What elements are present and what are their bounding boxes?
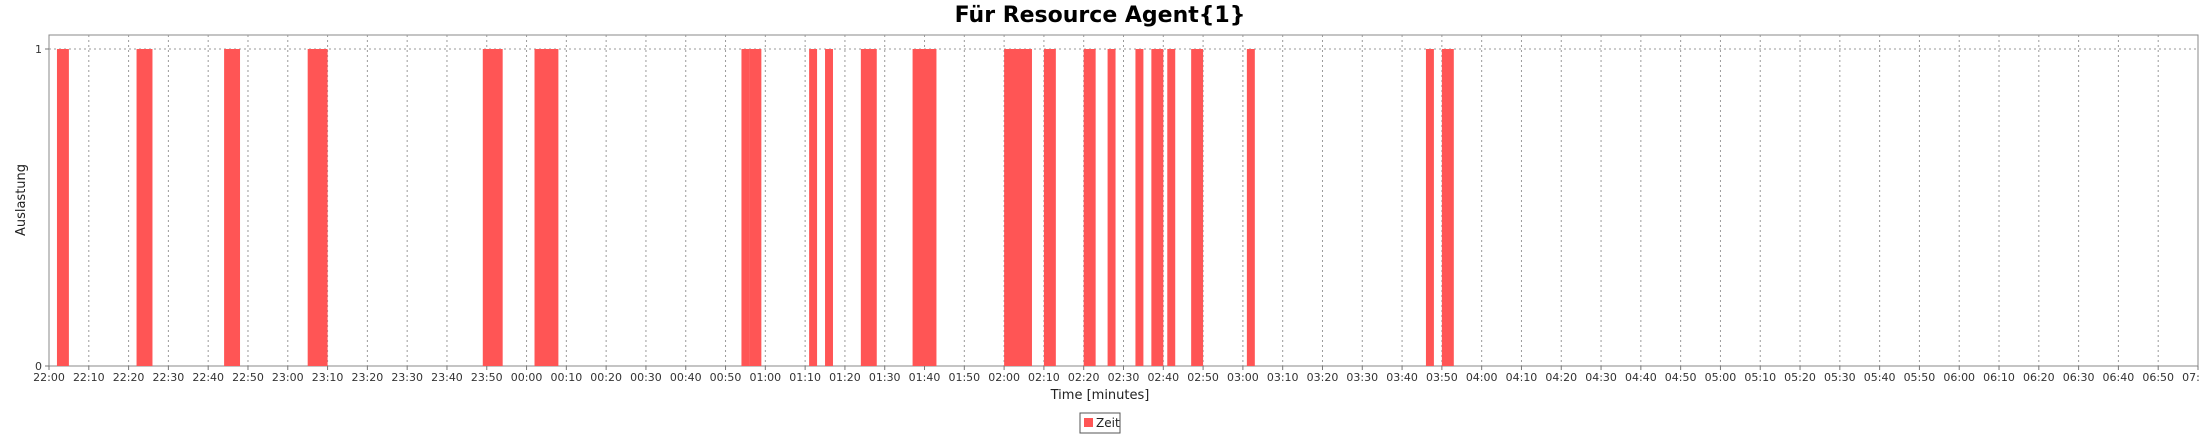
x-tick-label: 06:00 [1943,371,1975,384]
bar [1246,49,1255,366]
bar [809,49,818,366]
bar [482,49,503,366]
bar [56,49,69,366]
x-tick-label: 06:20 [2023,371,2055,384]
x-tick-label: 04:10 [1506,371,1538,384]
bar [825,49,833,366]
x-tick-label: 00:40 [670,371,702,384]
x-tick-label: 04:20 [1545,371,1577,384]
x-tick-label: 00:00 [511,371,543,384]
legend-label-zeit: Zeit [1096,416,1120,430]
x-tick-label: 03:10 [1267,371,1299,384]
x-tick-label: 02:10 [1028,371,1060,384]
bar [136,49,153,366]
bar [912,49,937,366]
x-tick-label: 23:40 [431,371,463,384]
bar [224,49,241,366]
x-tick-label: 06:30 [2063,371,2095,384]
bar [1043,49,1056,366]
x-tick-label: 00:30 [630,371,662,384]
x-tick-label: 03:20 [1307,371,1339,384]
legend: Zeit [1079,412,1121,434]
bar-series-zeit [56,49,1454,366]
x-tick-label: 04:30 [1585,371,1617,384]
bar [741,49,750,366]
bar [1441,49,1454,366]
x-tick-label: 01:20 [829,371,861,384]
x-tick-label: 06:10 [1983,371,2015,384]
y-tick-label: 0 [35,360,42,373]
x-tick-label: 01:50 [948,371,980,384]
x-axis: 22:00 22:10 22:20 22:30 22:40 22:50 23:00 23:10… [33,366,2200,384]
bar [1425,49,1434,366]
x-tick-label: 03:50 [1426,371,1458,384]
x-tick-label: 02:00 [988,371,1020,384]
x-tick-label: 05:50 [1904,371,1936,384]
x-axis-label: Time [minutes] [1050,388,1150,403]
x-tick-label: 22:10 [73,371,105,384]
x-tick-label: 23:30 [391,371,423,384]
x-tick-label: 00:50 [710,371,742,384]
bar [1151,49,1164,366]
x-tick-label: 02:20 [1068,371,1100,384]
x-tick-label: 05:10 [1744,371,1776,384]
x-tick-label: 23:50 [471,371,503,384]
x-tick-label: 02:30 [1108,371,1140,384]
bar [307,49,328,366]
bar [1107,49,1116,366]
bar [1167,49,1176,366]
bar [534,49,559,366]
x-tick-label: 22:00 [33,371,65,384]
x-tick-label: 05:20 [1784,371,1816,384]
legend-swatch-zeit [1084,418,1093,427]
x-tick-label: 23:20 [352,371,384,384]
x-tick-label: 03:40 [1386,371,1418,384]
x-tick-label: 02:50 [1187,371,1219,384]
x-tick-label: 22:30 [153,371,185,384]
y-tick-label: 1 [35,43,42,56]
x-tick-label: 00:20 [590,371,622,384]
x-tick-label: 07:00 [2182,371,2200,384]
bar [1004,49,1032,366]
x-tick-label: 02:40 [1147,371,1179,384]
x-tick-label: 05:40 [1864,371,1896,384]
bar [860,49,877,366]
x-tick-label: 04:00 [1466,371,1498,384]
x-tick-label: 06:50 [2142,371,2174,384]
x-tick-label: 22:50 [232,371,264,384]
y-axis: 01 [35,43,49,373]
x-tick-label: 03:00 [1227,371,1259,384]
x-tick-label: 23:10 [312,371,344,384]
x-tick-label: 06:40 [2103,371,2135,384]
bar [1191,49,1204,366]
x-tick-label: 01:00 [749,371,781,384]
x-tick-label: 22:40 [192,371,224,384]
chart-title: Für Resource Agent{1} [955,3,1246,28]
x-tick-label: 05:00 [1705,371,1737,384]
bar [1083,49,1096,366]
x-tick-label: 01:30 [869,371,901,384]
x-tick-label: 04:40 [1625,371,1657,384]
x-tick-label: 01:40 [909,371,941,384]
x-tick-label: 05:30 [1824,371,1856,384]
bar [1135,49,1144,366]
x-tick-label: 22:20 [113,371,145,384]
x-tick-label: 00:10 [551,371,583,384]
x-tick-label: 04:50 [1665,371,1697,384]
x-tick-label: 01:10 [789,371,821,384]
bar [749,49,762,366]
x-tick-label: 03:30 [1346,371,1378,384]
y-axis-label: Auslastung [14,164,29,236]
x-tick-label: 23:00 [272,371,304,384]
